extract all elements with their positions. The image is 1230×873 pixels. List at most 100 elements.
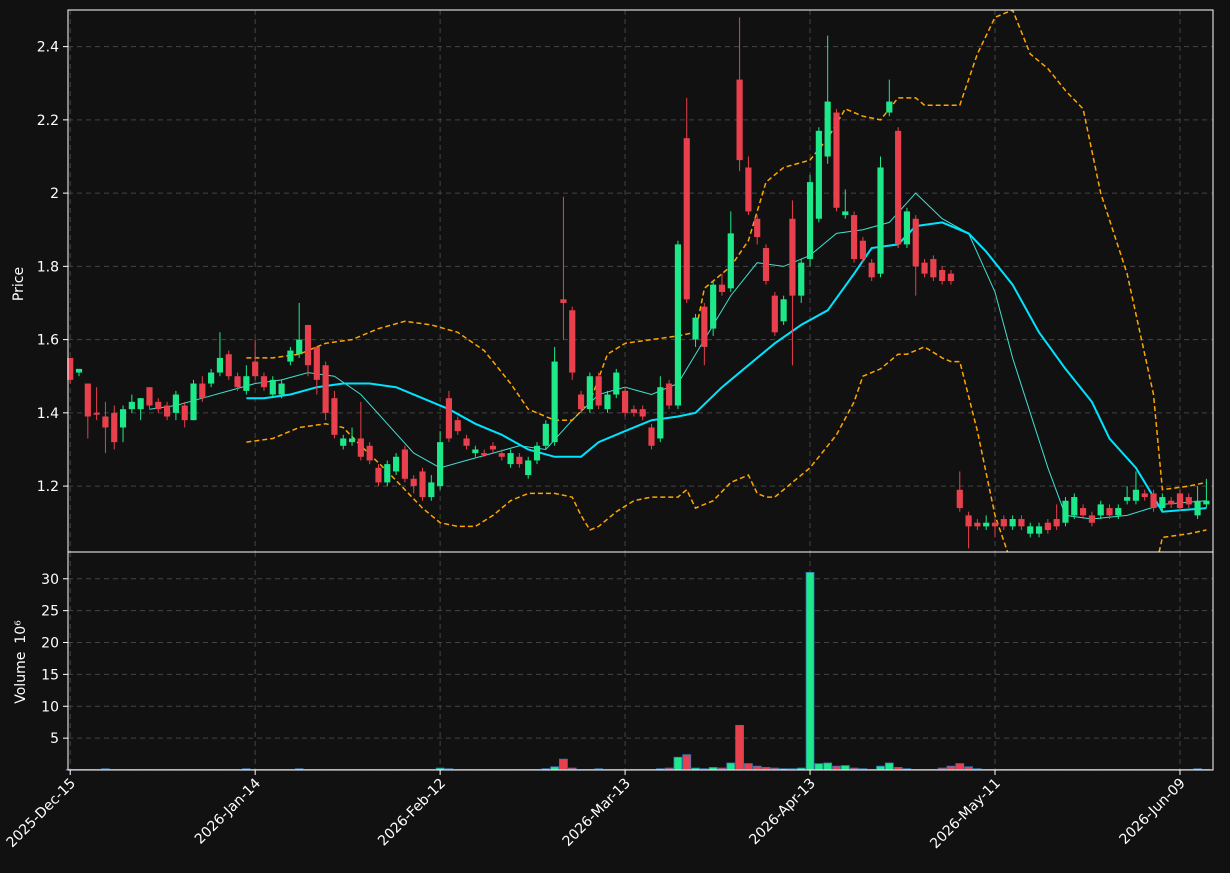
candle-body bbox=[348, 438, 356, 443]
price-frame bbox=[67, 9, 1214, 553]
x-tick-label: 2026-Jun-09 bbox=[1117, 776, 1189, 848]
candle-body bbox=[1000, 519, 1007, 527]
volume-bar bbox=[876, 765, 885, 771]
candle-body bbox=[754, 218, 761, 238]
indicator-line bbox=[246, 10, 1207, 491]
candle-body bbox=[296, 339, 303, 355]
candle-body bbox=[1168, 500, 1175, 505]
x-tick-label: 2026-May-11 bbox=[927, 776, 1004, 853]
candle-body bbox=[789, 218, 796, 296]
candle-body bbox=[1194, 500, 1201, 516]
candle-body bbox=[851, 215, 858, 260]
marks: 1.2 1.4 1.6 1.8 2 2.2 2.4 5 10 15 20 25 30 2025-Dec-1… bbox=[4, 17, 1211, 852]
candle-body bbox=[322, 365, 329, 413]
candle-body bbox=[1088, 515, 1095, 523]
candle-body bbox=[93, 412, 100, 415]
candle-body bbox=[1203, 500, 1210, 505]
candle-body bbox=[577, 394, 585, 410]
candle-body bbox=[146, 387, 153, 406]
y-tick-label: 1.6 bbox=[37, 333, 59, 349]
candle-body bbox=[692, 317, 699, 340]
candle-body bbox=[859, 240, 866, 260]
candle-body bbox=[833, 112, 840, 208]
candle-body bbox=[1080, 508, 1087, 516]
candle-body bbox=[199, 383, 206, 399]
candle-body bbox=[921, 262, 928, 274]
candle-body bbox=[560, 299, 567, 303]
volume-scale: 10⁶ bbox=[13, 620, 29, 644]
candle-body bbox=[701, 306, 708, 347]
indicator-line bbox=[246, 221, 1207, 513]
candle-body bbox=[657, 387, 664, 439]
volume-bar bbox=[814, 763, 824, 771]
candle-body bbox=[1132, 489, 1140, 501]
x-tick-label: 2026-Feb-12 bbox=[375, 776, 449, 850]
candle-body bbox=[1141, 493, 1148, 498]
candle-body bbox=[815, 130, 822, 219]
x-tick-label: 2026-Mar-13 bbox=[560, 776, 634, 850]
candle-body bbox=[666, 383, 673, 406]
candle-body bbox=[1115, 508, 1122, 516]
candle-body bbox=[974, 522, 981, 527]
volume-bar bbox=[744, 763, 753, 771]
candle-body bbox=[1097, 504, 1104, 516]
y-tick-label: 1.8 bbox=[37, 259, 59, 275]
candle-body bbox=[428, 482, 435, 498]
candle-body bbox=[771, 295, 778, 333]
y-tick-label: 1.2 bbox=[37, 479, 59, 495]
candle-body bbox=[886, 101, 893, 113]
candle-body bbox=[489, 445, 497, 450]
candle-body bbox=[930, 259, 937, 278]
candle-body bbox=[710, 284, 717, 329]
candle-body bbox=[736, 79, 743, 161]
x-tick-label: 2026-Apr-13 bbox=[746, 776, 819, 849]
candle-body bbox=[798, 262, 805, 296]
candle-body bbox=[75, 368, 83, 373]
x-tick-label: 2026-Jan-14 bbox=[192, 775, 264, 847]
candle-body bbox=[551, 361, 558, 443]
candle-body bbox=[586, 376, 593, 410]
candle-body bbox=[481, 453, 488, 455]
candle-body bbox=[1185, 497, 1192, 505]
candle-body bbox=[445, 398, 453, 439]
y-tick-label: 2 bbox=[50, 186, 59, 202]
candle-body bbox=[190, 383, 197, 421]
candle-body bbox=[313, 346, 320, 380]
y-tick-label: 1.4 bbox=[37, 406, 59, 422]
candle-body bbox=[463, 438, 470, 446]
volume-bar bbox=[805, 571, 815, 771]
volume-bar bbox=[726, 762, 736, 771]
candle-body bbox=[437, 442, 444, 487]
candle-body bbox=[278, 383, 285, 395]
candle-body bbox=[947, 273, 955, 281]
volume-bar bbox=[832, 765, 841, 771]
candle-body bbox=[965, 515, 972, 527]
candle-body bbox=[208, 372, 215, 384]
candle-body bbox=[877, 167, 884, 274]
candle-body bbox=[172, 394, 179, 413]
y-tick-label: 2.4 bbox=[37, 40, 59, 56]
candle-body bbox=[613, 372, 620, 395]
candle-body bbox=[287, 350, 294, 362]
candle-body bbox=[630, 409, 637, 413]
candle-body bbox=[683, 138, 690, 300]
candle-body bbox=[780, 299, 787, 322]
candle-body bbox=[648, 427, 655, 446]
candle-body bbox=[1071, 497, 1078, 516]
candle-body bbox=[806, 182, 814, 260]
candle-body bbox=[234, 376, 241, 388]
candle-body bbox=[472, 449, 479, 454]
candle-body bbox=[252, 361, 259, 377]
candle-body bbox=[137, 398, 144, 410]
candle-body bbox=[304, 324, 312, 366]
candle-body bbox=[225, 354, 232, 377]
y-tick-label: 15 bbox=[41, 667, 59, 683]
x-tick-label: 2025-Dec-15 bbox=[4, 776, 79, 851]
candle-body bbox=[366, 445, 373, 461]
candle-body bbox=[1027, 526, 1034, 534]
candle-body bbox=[727, 233, 734, 289]
candle-body bbox=[331, 398, 338, 435]
y-tick-label: 5 bbox=[50, 731, 59, 747]
candle-body bbox=[1150, 493, 1157, 509]
candle-body bbox=[956, 489, 963, 509]
